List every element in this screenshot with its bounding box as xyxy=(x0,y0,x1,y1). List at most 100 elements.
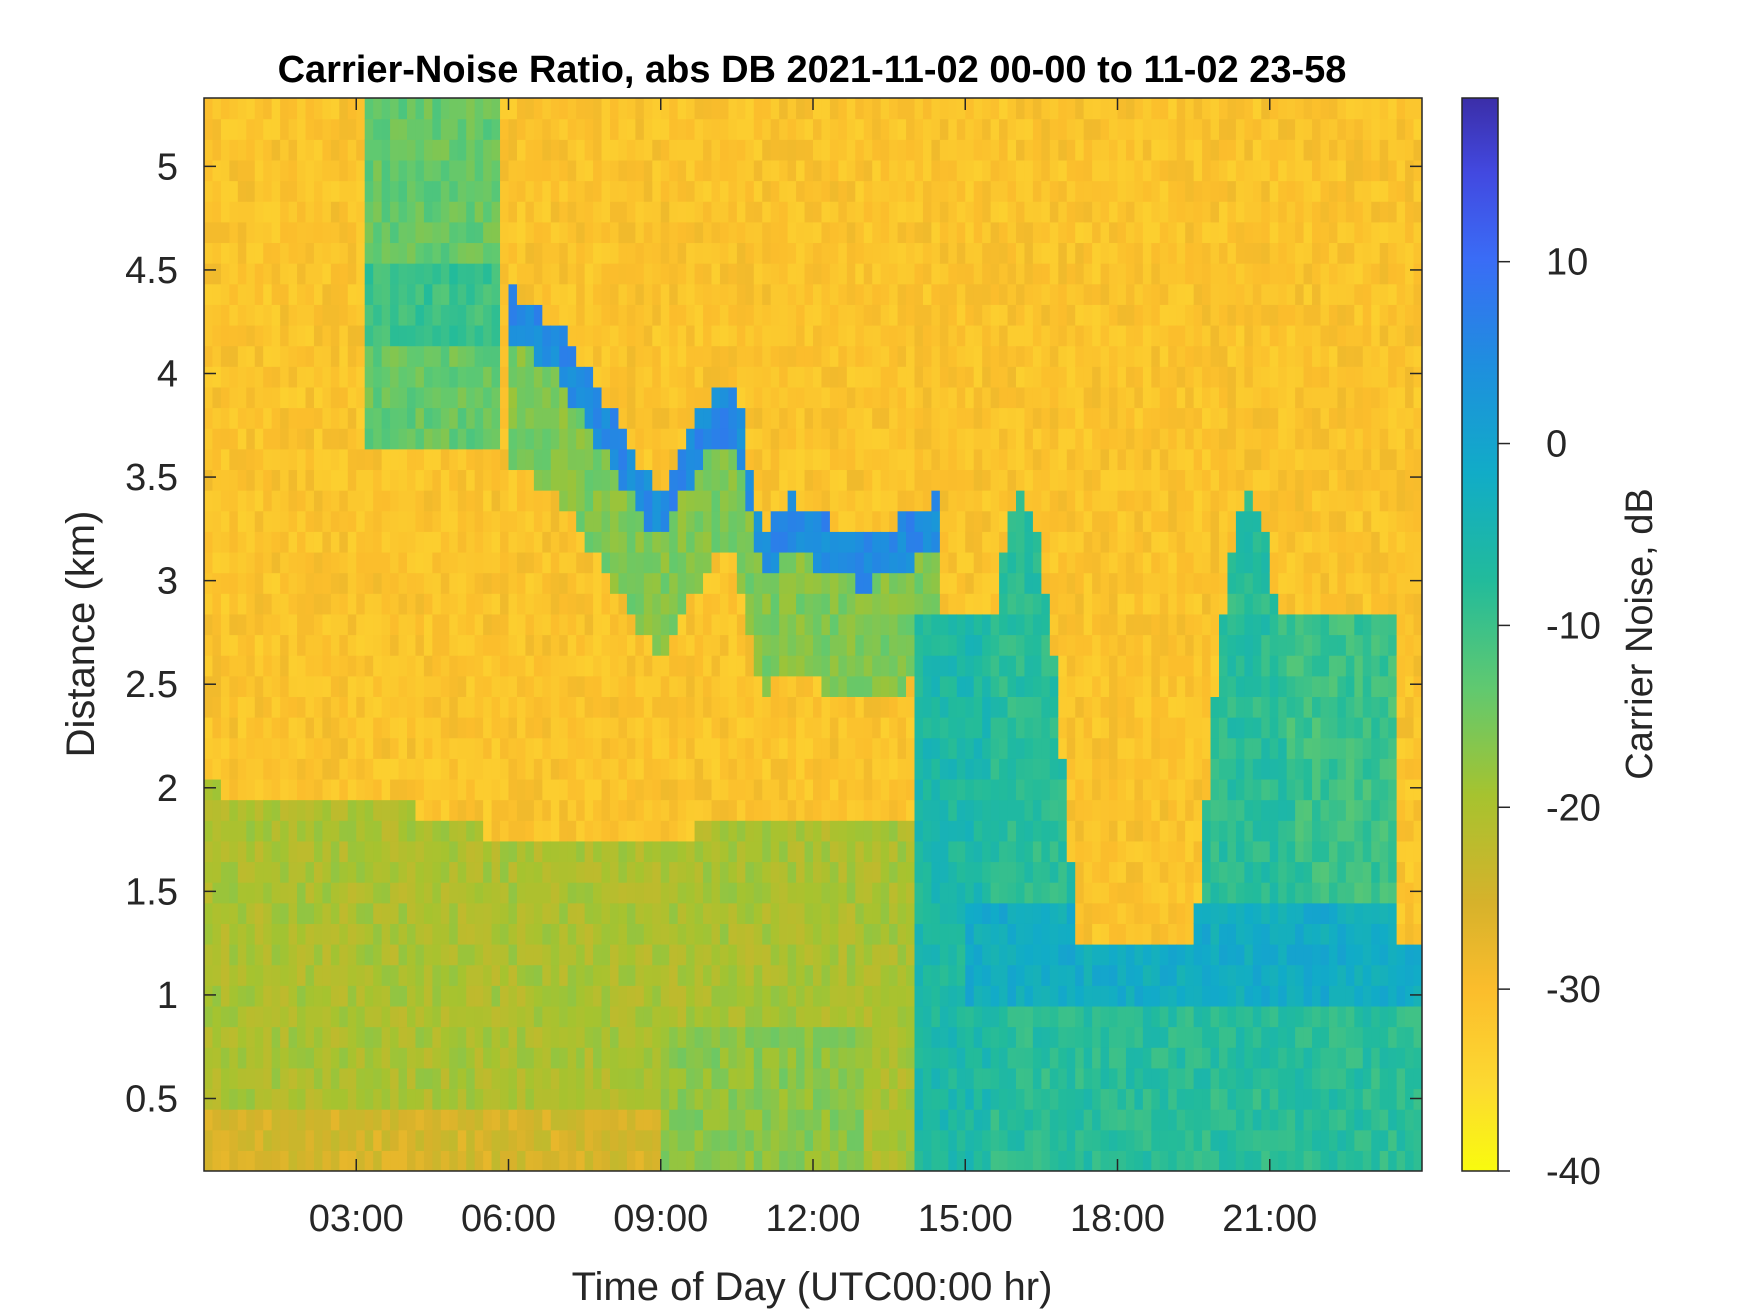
heatmap-cell xyxy=(601,98,611,120)
heatmap-cell xyxy=(254,324,264,347)
heatmap-cell xyxy=(280,221,290,244)
heatmap-cell xyxy=(872,1026,882,1048)
heatmap-cell xyxy=(542,407,552,429)
heatmap-cell xyxy=(982,758,992,780)
heatmap-cell xyxy=(660,551,670,574)
heatmap-cell xyxy=(229,737,239,759)
heatmap-cell xyxy=(601,593,611,615)
heatmap-cell xyxy=(567,717,577,739)
heatmap-cell xyxy=(643,345,653,367)
heatmap-cell xyxy=(804,593,814,615)
heatmap-cell xyxy=(999,593,1009,615)
heatmap-cell xyxy=(846,613,856,636)
heatmap-cell xyxy=(669,428,679,450)
heatmap-cell xyxy=(897,139,907,161)
heatmap-cell xyxy=(787,490,797,512)
heatmap-cell xyxy=(677,118,687,140)
heatmap-cell xyxy=(474,118,484,140)
heatmap-cell xyxy=(313,1088,324,1110)
heatmap-cell xyxy=(601,386,611,409)
heatmap-cell xyxy=(990,283,1000,305)
heatmap-cell xyxy=(593,469,603,491)
heatmap-cell xyxy=(931,159,941,182)
heatmap-cell xyxy=(237,613,247,636)
heatmap-cell xyxy=(618,118,628,140)
heatmap-cell xyxy=(948,159,958,182)
heatmap-cell xyxy=(745,407,755,429)
heatmap-cell xyxy=(770,345,780,367)
heatmap-cell xyxy=(576,201,586,223)
heatmap-cell xyxy=(398,634,408,656)
heatmap-cell xyxy=(550,655,560,677)
heatmap-cell xyxy=(669,180,679,202)
heatmap-cell xyxy=(254,366,264,388)
heatmap-cell xyxy=(906,964,916,986)
heatmap-cell xyxy=(474,324,484,347)
heatmap-cell xyxy=(745,944,755,966)
heatmap-cell xyxy=(813,201,823,223)
heatmap-cell xyxy=(796,448,806,471)
heatmap-cell xyxy=(897,1047,907,1069)
heatmap-cell xyxy=(703,882,713,904)
heatmap-cell xyxy=(973,964,983,986)
heatmap-cell xyxy=(669,778,679,801)
heatmap-cell xyxy=(813,985,823,1007)
heatmap-cell xyxy=(855,201,865,223)
heatmap-cell xyxy=(237,407,247,429)
heatmap-cell xyxy=(500,242,510,264)
heatmap-cell xyxy=(500,1005,510,1028)
heatmap-cell xyxy=(931,1088,941,1110)
heatmap-cell xyxy=(584,180,594,202)
heatmap-cell xyxy=(982,737,992,759)
heatmap-cell xyxy=(474,1026,484,1048)
heatmap-cell xyxy=(906,820,916,842)
heatmap-cell xyxy=(880,1026,890,1048)
heatmap-cell xyxy=(931,634,941,656)
heatmap-cell xyxy=(593,923,603,945)
heatmap-cell xyxy=(567,1026,577,1048)
heatmap-cell xyxy=(643,572,653,594)
heatmap-cell xyxy=(576,1067,586,1090)
heatmap-cell xyxy=(280,490,290,512)
heatmap-cell xyxy=(305,263,315,285)
heatmap-cell xyxy=(813,1005,823,1028)
heatmap-cell xyxy=(804,386,814,409)
heatmap-cell xyxy=(533,985,543,1007)
heatmap-cell xyxy=(787,923,797,945)
heatmap-cell xyxy=(863,1150,873,1171)
heatmap-cell xyxy=(846,510,856,532)
heatmap-cell xyxy=(381,118,391,140)
heatmap-cell xyxy=(474,407,484,429)
heatmap-cell xyxy=(956,448,966,471)
heatmap-cell xyxy=(457,964,467,986)
heatmap-cell xyxy=(939,613,949,636)
heatmap-cell xyxy=(423,613,433,636)
heatmap-cell xyxy=(373,655,383,677)
heatmap-cell xyxy=(542,118,552,140)
heatmap-cell xyxy=(846,345,856,367)
heatmap-cell xyxy=(618,490,628,512)
heatmap-cell xyxy=(423,1129,433,1151)
heatmap-cell xyxy=(889,428,899,450)
heatmap-cell xyxy=(288,345,298,367)
heatmap-cell xyxy=(593,201,603,223)
heatmap-cell xyxy=(610,820,620,842)
heatmap-cell xyxy=(297,510,307,532)
heatmap-cell xyxy=(745,861,755,883)
heatmap-cell xyxy=(288,985,298,1007)
heatmap-cell xyxy=(770,820,780,842)
heatmap-cell xyxy=(736,510,746,532)
heatmap-cell xyxy=(1007,944,1017,966)
heatmap-cell xyxy=(356,469,366,491)
heatmap-cell xyxy=(364,1067,374,1090)
heatmap-cell xyxy=(550,118,560,140)
heatmap-cell xyxy=(204,551,214,574)
heatmap-cell xyxy=(939,263,949,285)
heatmap-cell xyxy=(339,448,349,471)
heatmap-cell xyxy=(906,923,916,945)
heatmap-cell xyxy=(423,1109,433,1131)
heatmap-cell xyxy=(305,366,315,388)
heatmap-cell xyxy=(576,717,586,739)
heatmap-cell xyxy=(982,180,992,202)
heatmap-cell xyxy=(500,944,510,966)
